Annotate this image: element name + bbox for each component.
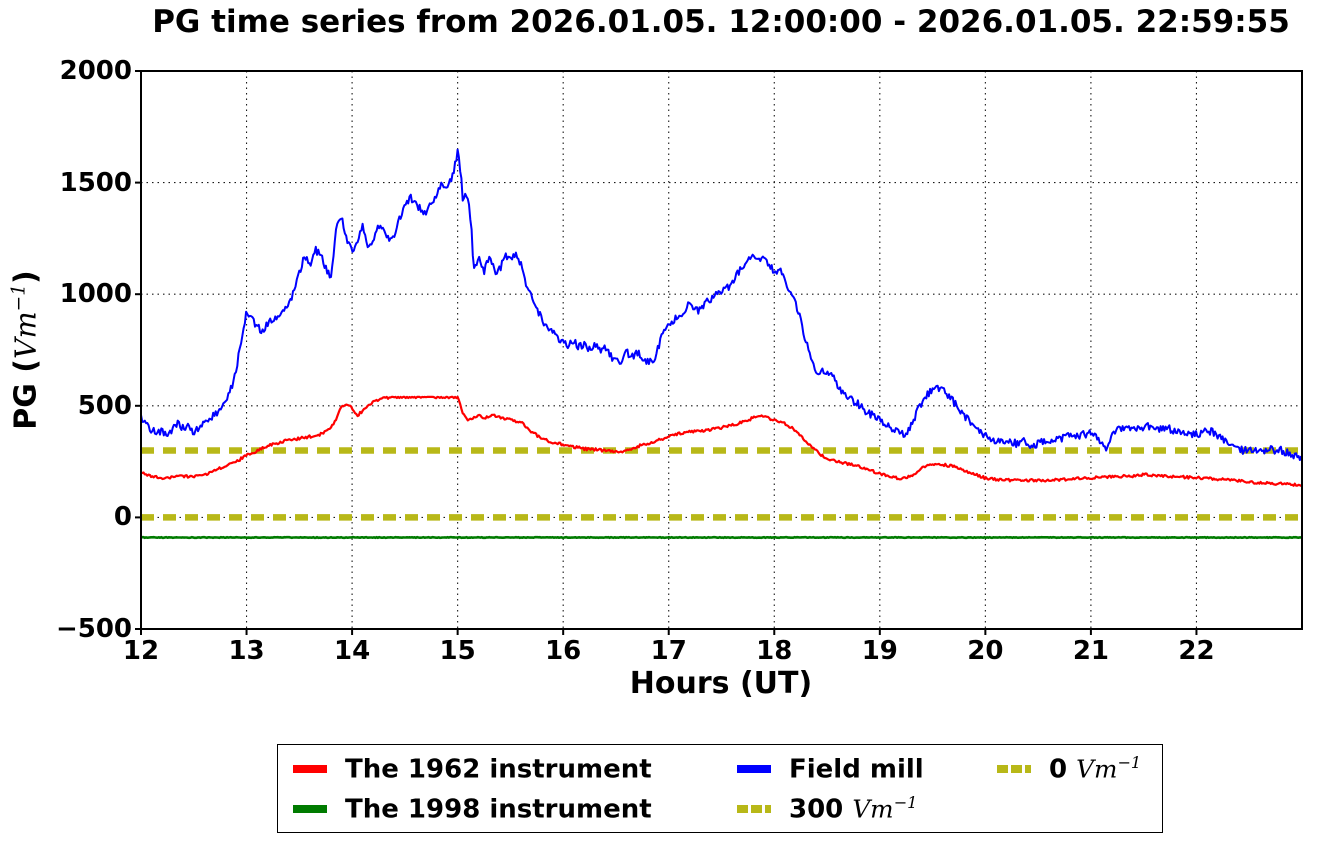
x-tick-label: 16 — [545, 636, 582, 666]
legend-label: Field mill — [789, 754, 924, 785]
legend-entry-1998-instrument: The 1998 instrument — [293, 794, 652, 824]
yellow-dashed-line-swatch — [997, 765, 1031, 773]
x-axis-label: Hours (UT) — [630, 666, 812, 701]
legend-entry-0-vm: 0 Vm−1 — [997, 754, 1141, 784]
x-tick-label: 19 — [861, 636, 898, 666]
x-tick-label: 17 — [650, 636, 687, 666]
x-tick-label: 18 — [756, 636, 793, 666]
blue-solid-line-swatch — [737, 765, 771, 773]
y-tick-label: 2000 — [59, 56, 132, 86]
x-tick-label: 12 — [122, 636, 160, 666]
green-solid-line-swatch — [293, 805, 327, 813]
x-tick-label: 22 — [1178, 636, 1215, 666]
legend-entry-1962-instrument: The 1962 instrument — [293, 754, 652, 784]
legend-entry-300-vm: 300 Vm−1 — [737, 794, 917, 824]
chart-title: PG time series from 2026.01.05. 12:00:00… — [152, 4, 1290, 40]
yellow-dashed-line-swatch — [737, 805, 771, 813]
series-the-1962-instrument — [140, 395, 1302, 488]
y-tick-label: −500 — [55, 614, 132, 644]
chart-legend: The 1962 instrument The 1998 instrument … — [277, 744, 1163, 833]
x-tick-label: 21 — [1072, 636, 1109, 666]
legend-label: 300 Vm−1 — [789, 793, 918, 825]
legend-label: The 1962 instrument — [345, 754, 652, 785]
x-axis-label-text: Hours (UT) — [629, 666, 813, 701]
x-tick-label: 14 — [333, 636, 371, 666]
series-field-mill — [140, 148, 1303, 461]
legend-label: 0 Vm−1 — [1049, 753, 1142, 785]
y-tick-label: 1000 — [59, 279, 132, 310]
y-tick-label: 500 — [77, 390, 132, 421]
x-tick-label: 20 — [967, 636, 1004, 666]
x-tick-label: 13 — [228, 636, 265, 666]
y-tick-label: 0 — [113, 502, 132, 533]
y-tick-label: 1500 — [59, 167, 132, 198]
series-the-1998-instrument — [140, 535, 1302, 540]
legend-entry-field-mill: Field mill — [737, 754, 924, 784]
x-tick-label: 15 — [439, 636, 476, 666]
legend-label: The 1998 instrument — [345, 794, 652, 825]
red-solid-line-swatch — [293, 765, 327, 773]
plot-frame — [140, 70, 1303, 630]
